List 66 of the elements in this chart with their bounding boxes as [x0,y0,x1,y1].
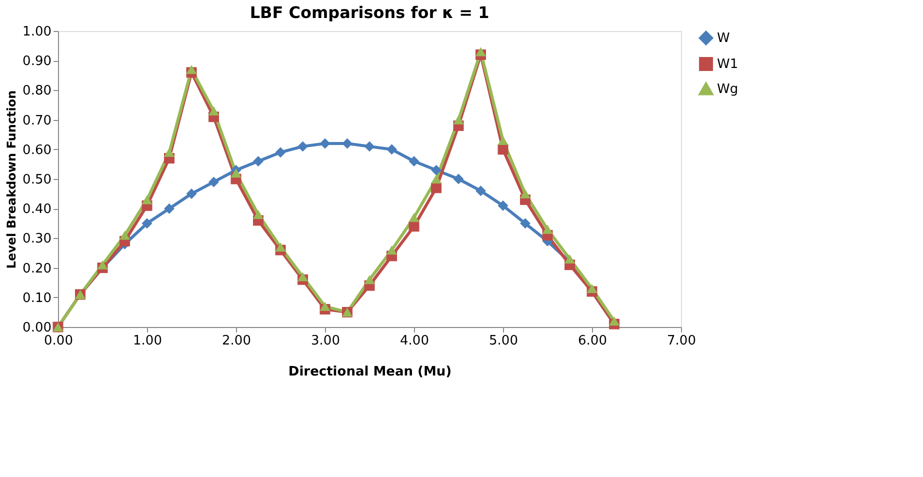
y-axis-title: Level Breakdown Function [4,90,19,269]
x-tick-label: 7.00 [667,334,696,348]
x-tick-label: 0.00 [44,334,73,348]
point [208,176,219,188]
point [520,189,530,198]
point [586,284,598,294]
x-tick-label: 5.00 [489,334,518,348]
point [97,260,108,270]
point [498,136,508,146]
x-tick-label: 6.00 [578,334,607,348]
point [298,272,308,282]
point [564,254,575,264]
y-tick-label: 0.00 [22,320,52,336]
y-tick-label: 0.10 [22,290,52,306]
y-tick-label: 0.90 [22,54,52,70]
point [253,156,264,166]
point [453,174,464,184]
point [275,242,286,252]
chart-title: LBF Comparisons for κ = 1 [250,3,490,22]
legend-label: Wg [717,82,738,97]
y-tick-label: 0.30 [22,232,52,247]
y-tick-label: 0.20 [22,261,52,276]
y-tick-label: 0.50 [22,172,52,188]
y-tick-label: 0.60 [22,142,52,158]
point [164,203,174,214]
point [320,302,330,311]
point [476,47,486,56]
point [186,188,197,200]
y-tick-label: 1.00 [22,24,52,40]
point [142,195,152,204]
point [498,200,508,211]
point [520,218,530,229]
point [542,224,553,234]
point [142,218,152,229]
point [364,141,375,152]
point [320,138,330,149]
x-tick-label: 4.00 [400,334,429,348]
point [208,106,219,116]
x-axis-title: Directional Mean (Mu) [288,364,452,380]
point [386,246,397,255]
y-tick-label: 0.80 [22,84,52,99]
legend-label: W1 [717,57,738,72]
legend-label: W [717,31,730,46]
point [120,230,130,240]
point [408,156,420,166]
point [342,138,352,149]
point [431,174,442,184]
point [275,147,286,158]
point [364,275,375,284]
point [609,316,620,326]
x-tick-label: 3.00 [311,334,340,348]
y-tick-label: 0.40 [22,202,52,218]
point [431,164,442,176]
point [386,144,397,155]
point [298,141,308,152]
point [164,148,174,157]
point [408,212,420,222]
x-tick-label: 1.00 [133,334,162,348]
point [230,168,242,178]
point [453,115,464,124]
y-tick-label: 0.70 [22,113,52,128]
x-tick-label: 2.00 [222,334,251,348]
point [431,182,442,194]
point [186,64,197,74]
point [476,186,486,196]
point [253,210,264,220]
